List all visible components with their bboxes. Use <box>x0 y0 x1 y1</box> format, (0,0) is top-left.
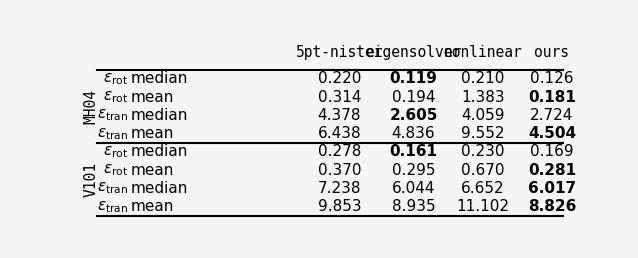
Text: 6.652: 6.652 <box>461 181 505 196</box>
Text: median: median <box>131 181 188 196</box>
Text: 4.836: 4.836 <box>392 126 435 141</box>
Text: 2.724: 2.724 <box>530 108 574 123</box>
Text: median: median <box>131 71 188 86</box>
Text: 4.378: 4.378 <box>318 108 361 123</box>
Text: 0.161: 0.161 <box>390 144 438 159</box>
Text: $\varepsilon_{\rm rot}$: $\varepsilon_{\rm rot}$ <box>103 162 128 178</box>
Text: mean: mean <box>131 126 174 141</box>
Text: 7.238: 7.238 <box>318 181 361 196</box>
Text: $\varepsilon_{\rm tran}$: $\varepsilon_{\rm tran}$ <box>97 181 128 196</box>
Text: mean: mean <box>131 90 174 104</box>
Text: 6.438: 6.438 <box>318 126 361 141</box>
Text: 0.181: 0.181 <box>528 90 576 104</box>
Text: eigensolver: eigensolver <box>366 45 462 60</box>
Text: 5pt-nister: 5pt-nister <box>295 45 383 60</box>
Text: 0.370: 0.370 <box>318 163 361 178</box>
Text: median: median <box>131 108 188 123</box>
Text: 0.119: 0.119 <box>390 71 438 86</box>
Text: 0.126: 0.126 <box>530 71 574 86</box>
Text: $\varepsilon_{\rm tran}$: $\varepsilon_{\rm tran}$ <box>97 108 128 123</box>
Text: 6.044: 6.044 <box>392 181 435 196</box>
Text: 0.314: 0.314 <box>318 90 361 104</box>
Text: 6.017: 6.017 <box>528 181 576 196</box>
Text: 0.194: 0.194 <box>392 90 435 104</box>
Text: 8.935: 8.935 <box>392 199 435 214</box>
Text: 2.605: 2.605 <box>389 108 438 123</box>
Text: mean: mean <box>131 163 174 178</box>
Text: 0.670: 0.670 <box>461 163 505 178</box>
Text: 0.169: 0.169 <box>530 144 574 159</box>
Text: 4.059: 4.059 <box>461 108 505 123</box>
Text: 1.383: 1.383 <box>461 90 505 104</box>
Text: 0.295: 0.295 <box>392 163 435 178</box>
Text: 4.504: 4.504 <box>528 126 576 141</box>
Text: 0.281: 0.281 <box>528 163 576 178</box>
Text: 8.826: 8.826 <box>528 199 576 214</box>
Text: 0.220: 0.220 <box>318 71 361 86</box>
Text: $\varepsilon_{\rm rot}$: $\varepsilon_{\rm rot}$ <box>103 71 128 87</box>
Text: 0.278: 0.278 <box>318 144 361 159</box>
Text: 11.102: 11.102 <box>456 199 509 214</box>
Text: MH04: MH04 <box>83 89 98 124</box>
Text: 0.230: 0.230 <box>461 144 505 159</box>
Text: $\varepsilon_{\rm rot}$: $\varepsilon_{\rm rot}$ <box>103 144 128 160</box>
Text: 0.210: 0.210 <box>461 71 505 86</box>
Text: $\varepsilon_{\rm tran}$: $\varepsilon_{\rm tran}$ <box>97 126 128 142</box>
Text: 9.853: 9.853 <box>318 199 361 214</box>
Text: mean: mean <box>131 199 174 214</box>
Text: $\varepsilon_{\rm rot}$: $\varepsilon_{\rm rot}$ <box>103 89 128 105</box>
Text: median: median <box>131 144 188 159</box>
Text: nonlinear: nonlinear <box>443 45 522 60</box>
Text: V101: V101 <box>83 162 98 197</box>
Text: ours: ours <box>535 45 570 60</box>
Text: 9.552: 9.552 <box>461 126 505 141</box>
Text: $\varepsilon_{\rm tran}$: $\varepsilon_{\rm tran}$ <box>97 199 128 215</box>
